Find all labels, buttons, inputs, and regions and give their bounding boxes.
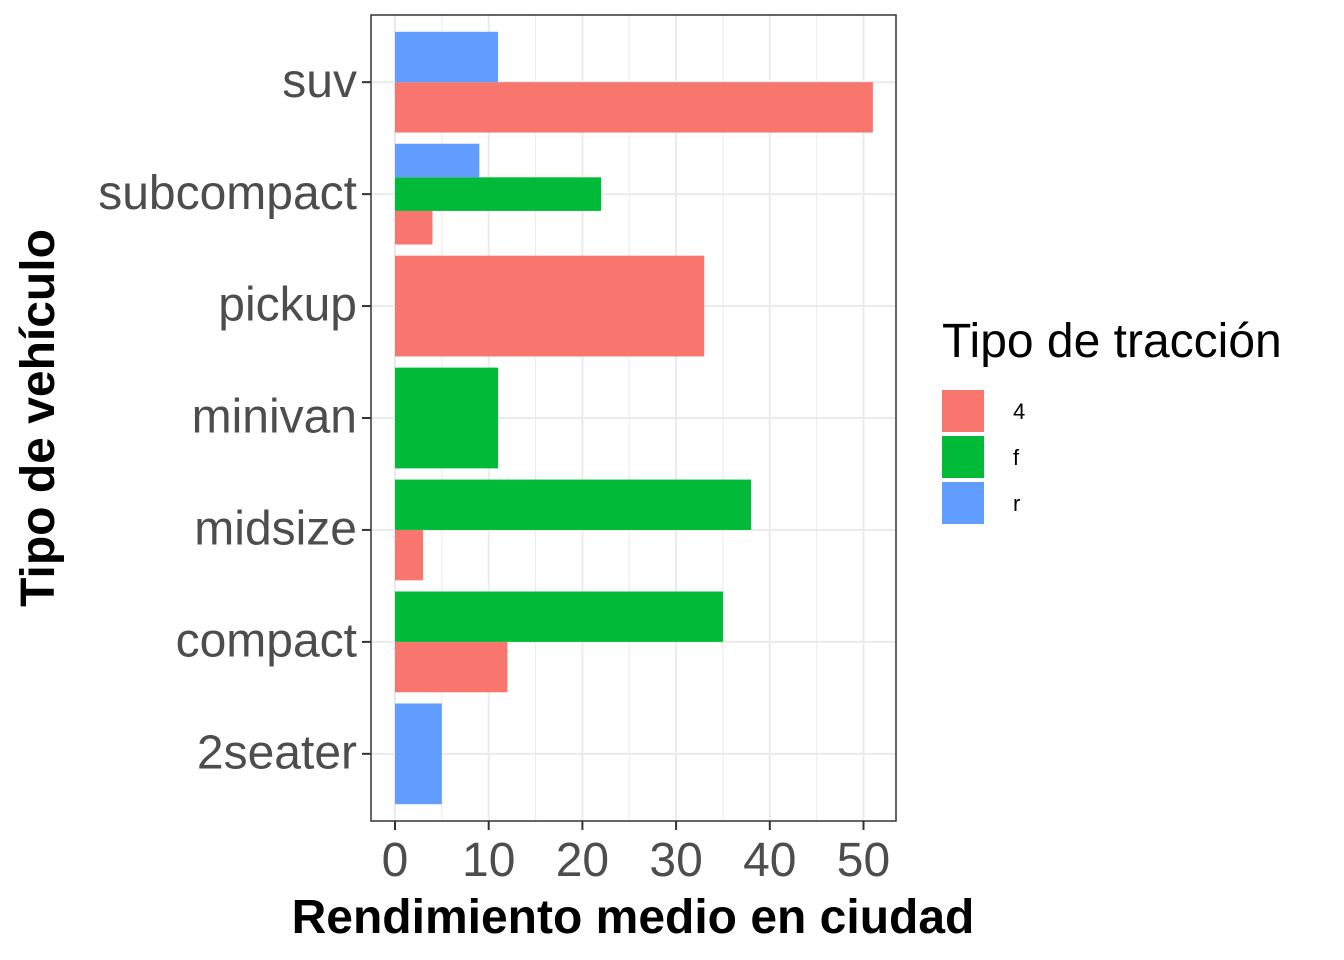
x-tick-label: 30 — [649, 834, 702, 887]
y-tick-label: midsize — [194, 503, 357, 556]
y-tick-label: subcompact — [98, 167, 357, 220]
x-tick-label: 20 — [556, 834, 609, 887]
bar-midsize-4 — [395, 529, 424, 581]
bar-suv-r — [395, 31, 499, 83]
bar-pickup-4 — [395, 255, 705, 357]
legend-key-4 — [942, 390, 984, 432]
x-tick-label: 0 — [382, 834, 409, 887]
legend-key-f — [942, 436, 984, 478]
y-tick-label: 2seater — [197, 727, 357, 780]
y-axis-title: Tipo de vehículo — [12, 229, 65, 607]
bar-compact-f — [395, 591, 723, 642]
y-tick-label: suv — [282, 55, 357, 108]
bars — [395, 31, 873, 805]
bar-2seater-r — [395, 703, 442, 805]
legend-key-r — [942, 482, 984, 524]
bar-subcompact-r — [395, 143, 480, 178]
x-axis-title: Rendimiento medio en ciudad — [292, 891, 975, 944]
y-tick-label: compact — [176, 615, 357, 668]
bar-suv-4 — [395, 82, 873, 133]
bar-subcompact-f — [395, 177, 602, 211]
x-axis: 0 10 20 30 40 50 — [382, 821, 890, 887]
y-axis: 2seater compact midsize minivan pickup subcom… — [98, 55, 371, 780]
bar-minivan-f — [395, 367, 499, 469]
legend-label-r: r — [1013, 491, 1020, 516]
y-tick-label: minivan — [192, 391, 357, 444]
y-tick-label: pickup — [218, 279, 357, 332]
legend-label-4: 4 — [1013, 399, 1025, 424]
x-tick-label: 50 — [837, 834, 890, 887]
legend-label-f: f — [1013, 445, 1020, 470]
bar-compact-4 — [395, 641, 508, 693]
legend: Tipo de tracción 4 fr — [942, 315, 1282, 524]
legend-items: 4 fr — [942, 390, 1025, 524]
bar-midsize-f — [395, 479, 752, 530]
legend-title: Tipo de tracción — [942, 315, 1282, 368]
bar-subcompact-4 — [395, 210, 433, 245]
x-tick-label: 40 — [743, 834, 796, 887]
x-tick-label: 10 — [462, 834, 515, 887]
